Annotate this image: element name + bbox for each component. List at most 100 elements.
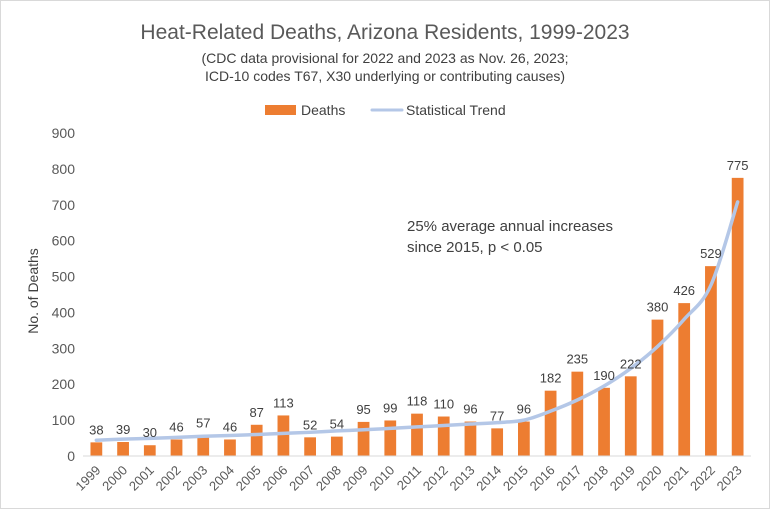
- bar-2022: [705, 266, 717, 456]
- bar-2011: [411, 413, 423, 456]
- data-label-2015: 96: [517, 402, 531, 417]
- data-label-2012: 110: [433, 397, 454, 412]
- bar-2014: [491, 428, 504, 456]
- x-tick-label: 2017: [553, 463, 584, 494]
- x-tick-label: 2014: [473, 463, 504, 494]
- x-tick-label: 2015: [500, 463, 531, 494]
- x-tick-label: 2004: [206, 463, 237, 494]
- data-label-2019: 222: [620, 356, 642, 371]
- bar-2021: [678, 303, 691, 456]
- data-label-2006: 113: [273, 395, 294, 410]
- data-label-2016: 182: [540, 371, 562, 386]
- data-label-2013: 96: [463, 402, 477, 417]
- data-labels: 38 39 30 46 57 46 87 113 52 54 95 99 118 110 96 77 96 182…: [89, 158, 748, 440]
- y-tick-label: 500: [52, 269, 76, 285]
- y-axis-label: No. of Deaths: [25, 248, 41, 334]
- bar-2023: [731, 177, 744, 456]
- data-label-2021: 426: [673, 283, 695, 298]
- bar-2001: [143, 445, 156, 456]
- bar-2017: [571, 371, 584, 456]
- bar-2010: [384, 420, 397, 456]
- bar-2008: [330, 436, 343, 456]
- bar-2009: [357, 421, 370, 456]
- legend-swatch-deaths: [265, 105, 296, 115]
- x-tick-label: 2019: [607, 463, 638, 494]
- y-tick-label: 900: [52, 125, 76, 141]
- x-tick-label: 2005: [233, 463, 264, 494]
- x-tick-label: 2007: [286, 463, 317, 494]
- bar-2016: [544, 390, 557, 456]
- data-label-2001: 30: [143, 425, 157, 440]
- bar-2013: [464, 421, 477, 456]
- y-tick-label: 0: [67, 448, 75, 464]
- y-tick-label: 400: [52, 304, 76, 320]
- bar-2005: [250, 424, 263, 456]
- x-tick-label: 2020: [634, 463, 665, 494]
- chart-subtitle-line-1: (CDC data provisional for 2022 and 2023 …: [201, 50, 568, 66]
- x-tick-label: 2001: [126, 463, 157, 494]
- annotation-line-2: since 2015, p < 0.05: [407, 239, 543, 256]
- data-label-2017: 235: [566, 352, 588, 367]
- x-tick-label: 2012: [420, 463, 451, 494]
- legend: Deaths Statistical Trend: [265, 102, 506, 118]
- legend-label-deaths: Deaths: [301, 102, 345, 118]
- data-label-2005: 87: [249, 405, 263, 420]
- x-tick-label: 2016: [527, 463, 558, 494]
- data-label-2009: 95: [356, 402, 370, 417]
- bar-2002: [170, 439, 183, 456]
- annotation-line-1: 25% average annual increases: [407, 218, 613, 235]
- trend-line-group: [94, 200, 740, 442]
- data-label-2018: 190: [593, 368, 615, 383]
- data-label-2023: 775: [727, 158, 749, 173]
- data-label-1999: 38: [89, 422, 103, 437]
- bar-2000: [117, 442, 129, 456]
- bar-2015: [518, 421, 530, 456]
- data-label-2014: 77: [490, 408, 504, 423]
- data-label-2004: 46: [223, 419, 237, 434]
- bars: [90, 177, 744, 456]
- data-label-2011: 118: [407, 394, 428, 409]
- bar-2018: [598, 387, 610, 456]
- data-label-2020: 380: [647, 300, 669, 315]
- data-label-2007: 52: [303, 417, 317, 432]
- legend-label-trend: Statistical Trend: [406, 102, 506, 118]
- x-tick-label: 2011: [394, 463, 424, 493]
- x-tick-label: 2009: [340, 463, 371, 494]
- x-tick-label: 2013: [447, 463, 478, 494]
- y-tick-label: 200: [52, 376, 76, 392]
- x-tick-label: 2003: [179, 463, 210, 494]
- chart-title: Heat-Related Deaths, Arizona Residents, …: [140, 21, 629, 44]
- x-axis-ticks: 1999200020012002200320042005200620072008…: [72, 463, 744, 494]
- bar-2003: [197, 435, 210, 456]
- bar-2012: [437, 416, 450, 456]
- x-tick-label: 2006: [259, 463, 290, 494]
- data-label-2000: 39: [116, 422, 130, 437]
- y-axis-ticks: 0 100 200 300 400 500 600 700 800 900: [52, 125, 76, 464]
- x-tick-label: 2023: [714, 463, 745, 494]
- x-tick-label: 1999: [72, 463, 103, 494]
- x-tick-label: 2021: [660, 463, 691, 494]
- y-tick-label: 800: [52, 161, 76, 177]
- chart-subtitle-line-2: ICD-10 codes T67, X30 underlying or cont…: [205, 68, 565, 84]
- trend-line: [94, 200, 740, 442]
- bar-2006: [277, 415, 290, 456]
- y-tick-label: 100: [52, 412, 76, 428]
- bar-2020: [651, 319, 664, 456]
- bar-2004: [224, 439, 236, 456]
- data-label-2010: 99: [383, 400, 397, 415]
- x-tick-label: 2022: [687, 463, 718, 494]
- x-tick-label: 2018: [580, 463, 611, 494]
- data-label-2002: 46: [169, 419, 183, 434]
- bar-2019: [624, 376, 637, 456]
- x-tick-label: 2002: [153, 463, 184, 494]
- x-tick-label: 2010: [366, 463, 397, 494]
- y-tick-label: 600: [52, 233, 76, 249]
- bar-1999: [90, 442, 103, 456]
- data-label-2003: 57: [196, 416, 210, 431]
- x-tick-label: 2000: [99, 463, 130, 494]
- bar-2007: [304, 437, 316, 456]
- data-label-2008: 54: [330, 417, 344, 432]
- y-tick-label: 300: [52, 340, 76, 356]
